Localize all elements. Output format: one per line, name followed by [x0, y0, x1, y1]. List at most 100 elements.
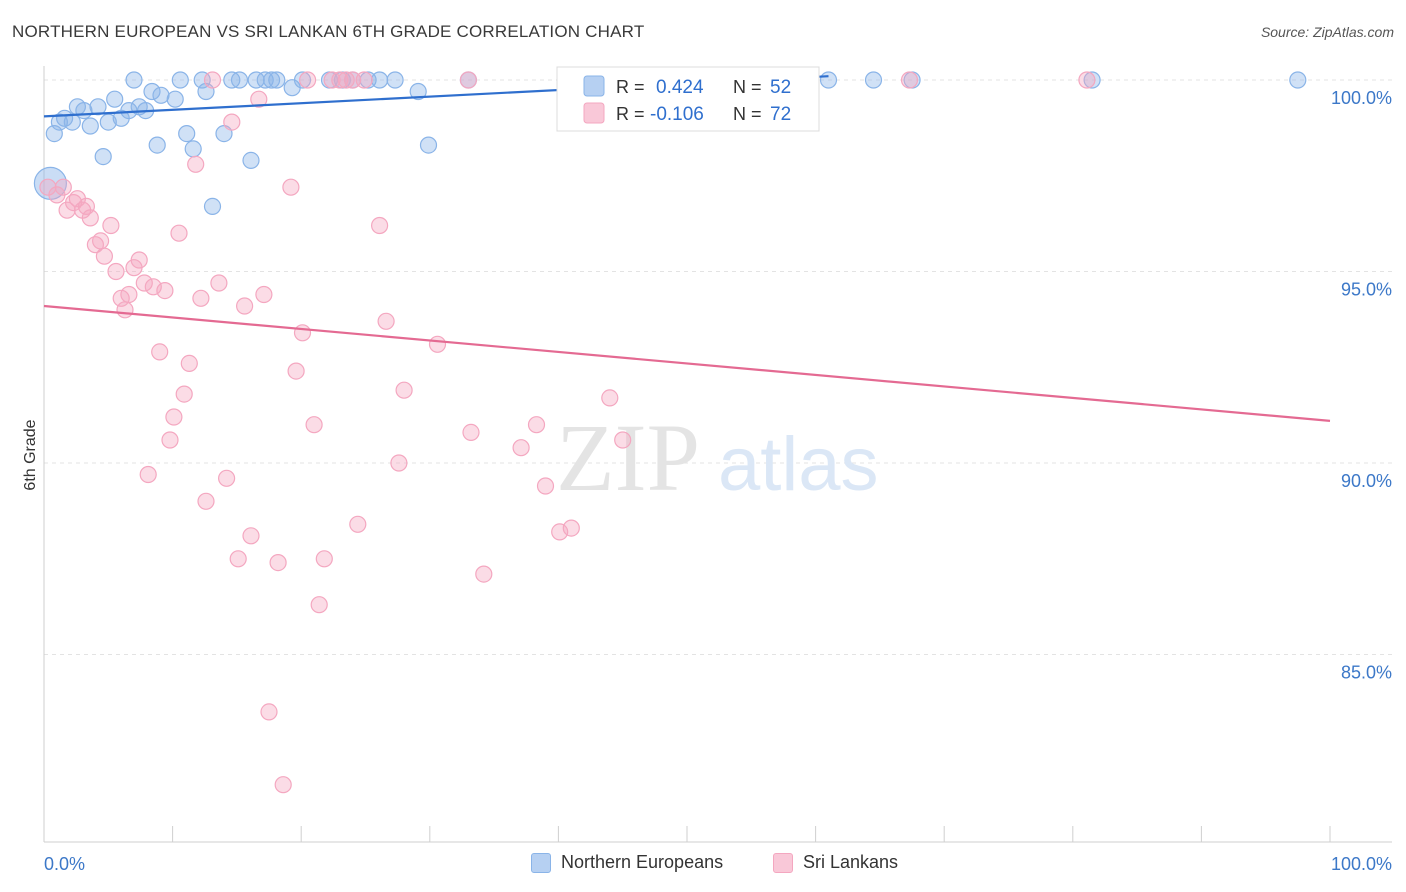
- point-sri-lankan: [462, 423, 480, 441]
- point-northern-european: [293, 71, 312, 89]
- point-sri-lankan: [229, 550, 247, 568]
- point-sri-lankan: [527, 416, 546, 434]
- point-sri-lankan: [337, 71, 355, 89]
- point-sri-lankan: [242, 527, 260, 545]
- point-sri-lankan: [377, 312, 395, 330]
- point-sri-lankan: [299, 71, 317, 89]
- point-sri-lankan: [287, 362, 305, 380]
- point-sri-lankan: [187, 155, 205, 173]
- point-sri-lankan: [255, 285, 273, 304]
- legend-n-label-srilankan: N =: [733, 104, 762, 124]
- point-sri-lankan: [54, 178, 72, 196]
- point-sri-lankan: [475, 565, 493, 583]
- y-axis-label: 6th Grade: [22, 419, 39, 490]
- point-sri-lankan: [250, 90, 268, 108]
- point-northern-european: [409, 82, 427, 101]
- point-sri-lankan: [161, 431, 179, 449]
- legend-swatch: [773, 852, 793, 873]
- point-sri-lankan: [218, 469, 236, 487]
- x-tick-labels: 0.0% 100.0%: [44, 854, 1392, 874]
- data-points: [33, 71, 1307, 794]
- point-sri-lankan: [223, 113, 241, 131]
- point-northern-european: [94, 148, 112, 166]
- point-sri-lankan: [210, 274, 228, 292]
- series-legend: Northern Europeans Sri Lankans: [0, 852, 1406, 878]
- point-sri-lankan: [130, 251, 148, 269]
- point-sri-lankan: [165, 408, 183, 426]
- point-sri-lankan: [236, 297, 254, 315]
- point-sri-lankan: [305, 416, 323, 434]
- legend-r-label-northern: R =: [616, 77, 645, 97]
- legend-swatch-srilankan: [583, 102, 605, 124]
- watermark: ZIP atlas: [556, 404, 879, 511]
- legend-label-northern: Northern Europeans: [561, 852, 724, 872]
- point-sri-lankan: [900, 71, 919, 89]
- point-northern-european: [184, 140, 202, 158]
- point-northern-european: [864, 71, 883, 89]
- point-northern-european: [106, 90, 124, 108]
- point-sri-lankan: [260, 703, 278, 721]
- point-sri-lankan: [371, 216, 389, 235]
- point-sri-lankan: [459, 71, 477, 89]
- point-sri-lankan: [175, 385, 193, 403]
- point-sri-lankan: [116, 301, 134, 319]
- point-sri-lankan: [315, 550, 333, 568]
- legend-item-northern[interactable]: Northern Europeans: [531, 852, 723, 873]
- point-sri-lankan: [91, 232, 110, 250]
- legend-box: R = 0.424 N = 52 R = -0.106 N = 72: [556, 66, 820, 132]
- point-northern-european: [89, 98, 107, 116]
- legend-swatch-northern: [583, 75, 605, 97]
- point-sri-lankan: [355, 71, 373, 89]
- legend-label-srilankan: Sri Lankans: [803, 852, 899, 872]
- point-sri-lankan: [95, 247, 114, 265]
- point-sri-lankan: [310, 596, 328, 614]
- y-tick-labels: 85.0% 90.0% 95.0% 100.0%: [1331, 88, 1392, 683]
- trend-line-sri-lankan: [43, 304, 1331, 422]
- point-sri-lankan: [395, 381, 413, 399]
- chart-title: NORTHERN EUROPEAN VS SRI LANKAN 6TH GRAD…: [12, 22, 645, 41]
- y-tick-label: 100.0%: [1331, 88, 1392, 108]
- point-sri-lankan: [1078, 71, 1096, 89]
- point-sri-lankan: [81, 209, 99, 227]
- point-sri-lankan: [197, 492, 215, 510]
- watermark-atlas: atlas: [718, 422, 879, 507]
- point-sri-lankan: [203, 71, 222, 89]
- legend-item-srilankan[interactable]: Sri Lankans: [773, 852, 898, 873]
- point-sri-lankan: [349, 515, 367, 533]
- point-sri-lankan: [331, 71, 349, 89]
- legend-n-value-srilankan: 72: [770, 104, 791, 125]
- legend-r-value-northern: 0.424: [656, 77, 704, 98]
- point-northern-european: [1083, 71, 1101, 89]
- point-sri-lankan: [282, 178, 300, 196]
- point-northern-european: [419, 136, 438, 154]
- point-sri-lankan: [192, 289, 210, 307]
- point-sri-lankan: [170, 224, 188, 242]
- chart-source: Source: ZipAtlas.com: [1260, 24, 1394, 40]
- point-sri-lankan: [390, 454, 408, 472]
- point-northern-european: [166, 90, 184, 108]
- point-northern-european: [203, 197, 222, 215]
- point-northern-european: [242, 151, 260, 169]
- y-tick-label: 95.0%: [1341, 280, 1392, 300]
- y-tick-label: 90.0%: [1341, 471, 1392, 491]
- point-sri-lankan: [120, 285, 138, 304]
- point-northern-european: [230, 71, 249, 89]
- point-sri-lankan: [102, 216, 120, 235]
- point-sri-lankan: [139, 465, 157, 484]
- point-sri-lankan: [428, 335, 447, 353]
- legend-n-value-northern: 52: [770, 77, 791, 98]
- point-sri-lankan: [536, 477, 555, 495]
- legend-r-value-srilankan: -0.106: [650, 104, 704, 125]
- point-sri-lankan: [135, 274, 153, 292]
- point-northern-european: [386, 71, 404, 89]
- x-tick-label-max: 100.0%: [1331, 854, 1392, 874]
- point-sri-lankan: [293, 324, 312, 342]
- point-sri-lankan: [107, 262, 125, 281]
- point-sri-lankan: [180, 354, 198, 372]
- point-northern-european: [75, 101, 93, 120]
- axes: [43, 66, 1392, 843]
- point-sri-lankan: [269, 553, 287, 572]
- legend-swatch: [531, 852, 551, 873]
- x-tick-label-min: 0.0%: [44, 854, 85, 874]
